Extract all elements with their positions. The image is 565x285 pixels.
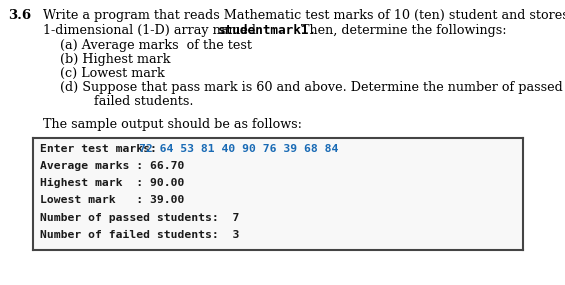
Text: 3.6: 3.6	[8, 9, 31, 22]
Text: Enter test marks:: Enter test marks:	[40, 144, 164, 154]
Text: Highest mark  : 90.00: Highest mark : 90.00	[40, 178, 185, 188]
Text: (b) Highest mark: (b) Highest mark	[60, 53, 171, 66]
Text: Number of passed students:  7: Number of passed students: 7	[40, 213, 240, 223]
Text: The sample output should be as follows:: The sample output should be as follows:	[43, 118, 302, 131]
Text: failed students.: failed students.	[70, 95, 193, 108]
Text: 1-dimensional (1-D) array named: 1-dimensional (1-D) array named	[43, 24, 260, 37]
Text: Write a program that reads Mathematic test marks of 10 (ten) student and stores : Write a program that reads Mathematic te…	[43, 9, 565, 22]
Text: (c) Lowest mark: (c) Lowest mark	[60, 67, 165, 80]
Text: Average marks : 66.70: Average marks : 66.70	[40, 161, 185, 171]
Text: Number of failed students:  3: Number of failed students: 3	[40, 230, 240, 240]
Text: Then, determine the followings:: Then, determine the followings:	[297, 24, 507, 37]
Text: (d) Suppose that pass mark is 60 and above. Determine the number of passed and: (d) Suppose that pass mark is 60 and abo…	[60, 81, 565, 94]
Text: Lowest mark   : 39.00: Lowest mark : 39.00	[40, 195, 185, 205]
Text: 72 64 53 81 40 90 76 39 68 84: 72 64 53 81 40 90 76 39 68 84	[139, 144, 338, 154]
Text: studentmark1.: studentmark1.	[218, 24, 317, 37]
Text: (a) Average marks  of the test: (a) Average marks of the test	[60, 39, 252, 52]
